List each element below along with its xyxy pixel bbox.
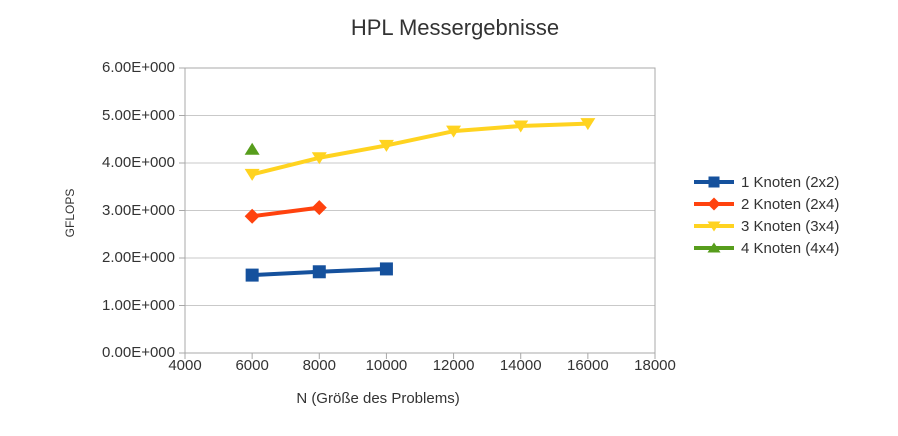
diamond-marker xyxy=(311,200,327,216)
y-tick-label: 3.00E+000 xyxy=(102,201,175,219)
diamond-marker xyxy=(707,197,721,211)
legend-label: 3 Knoten (3x4) xyxy=(741,217,840,235)
legend-swatch xyxy=(694,242,734,253)
square-marker xyxy=(245,268,259,282)
x-tick-label: 14000 xyxy=(499,357,542,374)
x-tick-label: 4000 xyxy=(168,357,202,374)
legend: 1 Knoten (2x2) 2 Knoten (2x4) 3 Knoten (3x… xyxy=(693,171,839,259)
y-tick-label: 4.00E+000 xyxy=(102,154,175,171)
y-tick-label: 2.00E+000 xyxy=(102,249,175,266)
y-tick-label: 0.00E+000 xyxy=(102,344,175,361)
legend-item: 4 Knoten (4x4) xyxy=(693,237,839,259)
x-tick-label: 10000 xyxy=(365,357,408,374)
y-tick-label: 1.00E+000 xyxy=(102,296,175,314)
series-line xyxy=(250,205,322,219)
triangle-down-marker xyxy=(244,168,260,181)
square-marker xyxy=(379,262,393,276)
diamond-marker xyxy=(244,208,260,224)
chart-title: HPL Messergebnisse xyxy=(350,15,560,40)
legend-swatch xyxy=(694,221,734,232)
legend-item: 1 Knoten (2x2) xyxy=(693,171,839,193)
legend-label: 4 Knoten (4x4) xyxy=(741,239,840,257)
triangle-down-marker xyxy=(513,120,529,133)
triangle-down-marker xyxy=(311,152,327,165)
x-tick-label: 12000 xyxy=(432,357,475,374)
plot-border xyxy=(184,67,656,354)
x-tick-label: 8000 xyxy=(302,357,336,374)
legend-label: 2 Knoten (2x4) xyxy=(741,195,840,213)
x-tick-label: 6000 xyxy=(235,357,269,374)
x-axis-title: N (Größe des Problems) xyxy=(296,390,460,407)
triangle-down-marker xyxy=(580,118,596,131)
triangle-down-marker xyxy=(378,139,394,152)
triangle-up-marker xyxy=(244,142,260,155)
series-line xyxy=(250,121,590,177)
triangle-down-marker xyxy=(707,221,721,232)
square-marker xyxy=(312,265,326,279)
legend-swatch xyxy=(694,176,734,188)
legend-label: 1 Knoten (2x2) xyxy=(741,173,840,191)
legend-item: 2 Knoten (2x4) xyxy=(693,193,839,215)
legend-swatch xyxy=(694,197,734,211)
y-tick-label: 5.00E+000 xyxy=(102,106,175,124)
square-marker xyxy=(708,176,720,188)
triangle-up-marker xyxy=(707,242,721,253)
x-tick-label: 18000 xyxy=(634,357,676,374)
y-tick-label: 6.00E+000 xyxy=(102,59,175,76)
triangle-down-marker xyxy=(446,125,462,138)
legend-item: 3 Knoten (3x4) xyxy=(693,215,839,237)
x-tick-label: 16000 xyxy=(566,357,609,374)
